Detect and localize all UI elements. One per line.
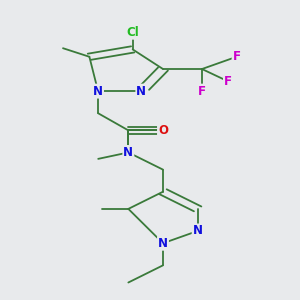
Text: N: N [136, 85, 146, 98]
Text: N: N [158, 237, 168, 250]
Text: N: N [93, 85, 103, 98]
Text: F: F [232, 50, 241, 63]
Text: N: N [193, 224, 202, 238]
Text: N: N [123, 146, 133, 159]
Text: Cl: Cl [126, 26, 139, 39]
Text: F: F [224, 75, 232, 88]
Text: O: O [158, 124, 168, 137]
Text: F: F [198, 85, 206, 98]
